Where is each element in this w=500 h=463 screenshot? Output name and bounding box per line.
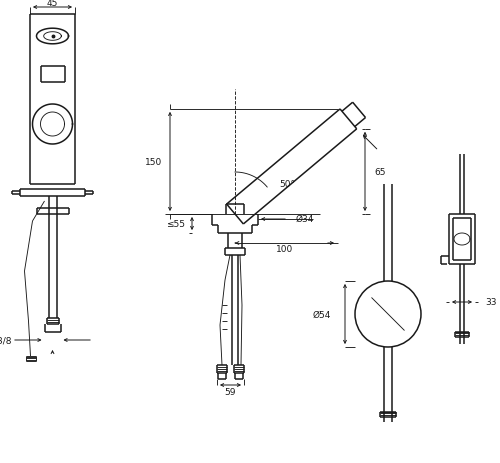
Text: 65: 65 [374,168,386,176]
Text: G3/8: G3/8 [0,336,12,345]
Text: Ø34: Ø34 [296,214,314,223]
Text: ≤55: ≤55 [166,219,185,229]
Text: 59: 59 [225,388,236,397]
Text: 50°: 50° [279,180,295,189]
Text: 100: 100 [276,245,293,254]
Text: Ø54: Ø54 [312,310,331,319]
Text: 33: 33 [485,298,496,307]
Text: 45: 45 [47,0,58,8]
Text: 150: 150 [145,157,162,167]
